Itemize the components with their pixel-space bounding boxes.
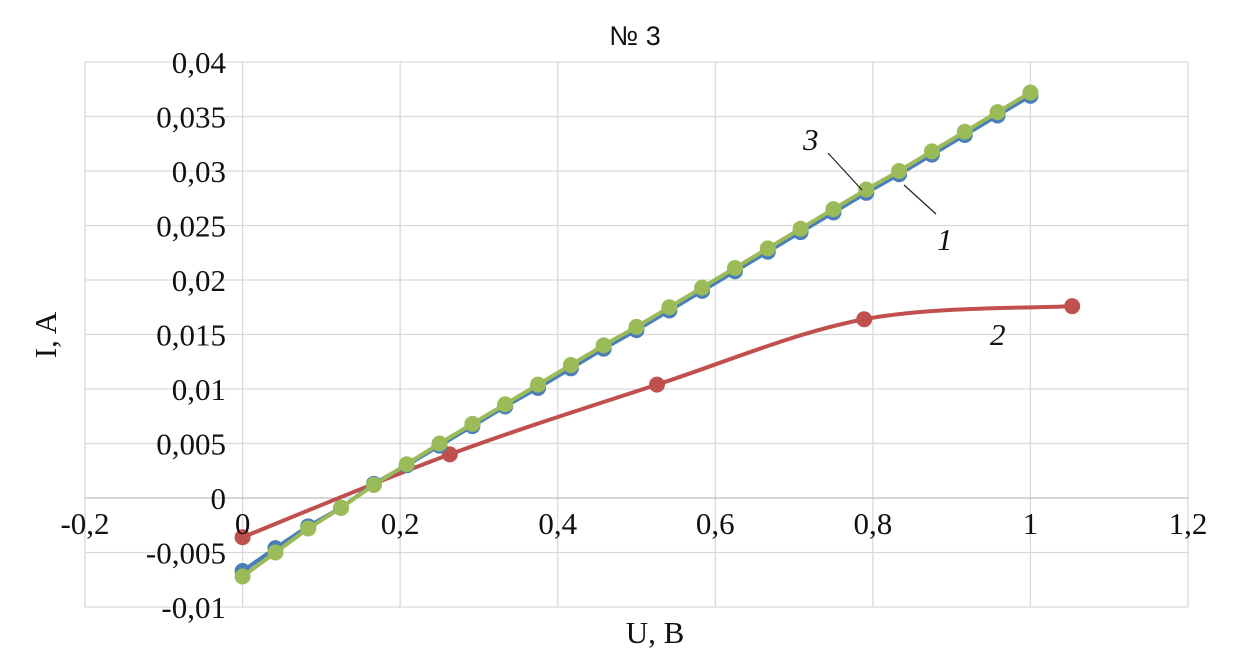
series-3-point	[234, 568, 251, 585]
series-3-point	[365, 476, 382, 493]
annotation-label-2: 2	[990, 317, 1006, 352]
annotation-leader-3	[827, 152, 863, 191]
y-tick-label: 0,03	[172, 154, 226, 189]
x-tick-label: -0,2	[60, 506, 109, 541]
series-3-point	[989, 104, 1006, 121]
series-3-point	[858, 181, 875, 198]
y-tick-label: 0,005	[156, 427, 226, 462]
series-3-point	[333, 499, 350, 516]
x-tick-label: 0,8	[853, 506, 892, 541]
series-3-point	[562, 357, 579, 374]
series-3-point	[431, 435, 448, 452]
y-tick-label: 0,025	[156, 209, 226, 244]
series-3-point	[628, 318, 645, 335]
series-3-point	[530, 376, 547, 393]
y-tick-label: -0,01	[161, 590, 226, 625]
series-3-point	[694, 279, 711, 296]
y-tick-label: 0,04	[172, 45, 227, 80]
y-tick-label: 0,02	[172, 263, 226, 298]
series-3-point	[300, 520, 317, 537]
annotation-label-1: 1	[937, 222, 953, 257]
annotation-leader-1	[903, 184, 937, 215]
series-2-point	[234, 529, 251, 546]
y-tick-label: -0,005	[146, 536, 226, 571]
tick-labels: -0,2 0 0,2 0,4 0,6 0,8 1 1,2 -0,01 -0,005 0 0,005 0,…	[60, 45, 1207, 625]
y-tick-label: 0,015	[156, 318, 226, 353]
x-tick-label: 0	[235, 506, 251, 541]
series-3-point	[661, 299, 678, 316]
x-tick-label: 0,6	[696, 506, 735, 541]
series-3-point	[1022, 84, 1039, 101]
x-tick-label: 0,4	[538, 506, 577, 541]
x-tick-label: 1,2	[1169, 506, 1208, 541]
x-axis-label: U, B	[626, 615, 685, 650]
series-3-point	[792, 220, 809, 237]
series-3-point	[267, 544, 284, 561]
y-tick-label: 0	[211, 481, 227, 516]
y-tick-label: 0,01	[172, 372, 226, 407]
series-3-point	[923, 143, 940, 160]
annotation-label-3: 3	[802, 122, 819, 157]
chart-title: № 3	[609, 21, 660, 51]
series-3-point	[595, 337, 612, 354]
y-tick-label: 0,035	[156, 100, 226, 135]
series-3-point	[825, 201, 842, 218]
series-2-point	[1064, 298, 1081, 315]
series-3-point	[891, 163, 908, 179]
series-2-point	[648, 376, 665, 393]
series-3-point	[759, 240, 776, 257]
x-tick-label: 1	[1023, 506, 1039, 541]
series-2-point	[856, 311, 873, 328]
series-2-line	[241, 304, 1073, 540]
series-3-point	[956, 123, 973, 140]
series-3-point	[497, 396, 514, 413]
y-axis-label: I, A	[28, 311, 63, 358]
series-3-point	[464, 415, 481, 432]
series-3-point	[398, 456, 415, 473]
x-tick-label: 0,2	[381, 506, 420, 541]
series-layer	[234, 84, 1081, 585]
series-3-point	[726, 260, 743, 277]
